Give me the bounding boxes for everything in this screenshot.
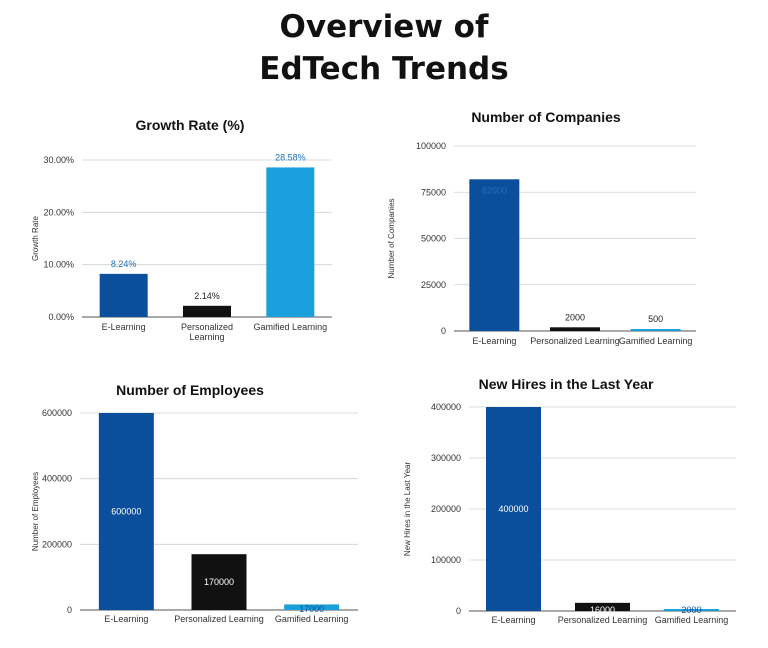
bar (284, 604, 340, 610)
bar (183, 305, 231, 317)
y-axis-label: Number of Employees (31, 472, 40, 551)
y-tick-label: 30.00% (43, 155, 74, 165)
data-label: 8.24% (111, 259, 137, 269)
bar (550, 327, 600, 331)
category-label: Personalized Learning (530, 336, 620, 346)
y-tick-label: 0 (441, 326, 446, 336)
y-tick-label: 100000 (431, 555, 461, 565)
y-axis-label: New Hires in the Last Year (403, 462, 412, 557)
data-label: 28.58% (275, 152, 306, 162)
category-label: Gamified Learning (619, 336, 693, 346)
bar (99, 273, 148, 317)
category-label: Gamified Learning (275, 614, 349, 624)
chart-title: Number of Employees (116, 382, 264, 398)
y-tick-label: 300000 (431, 453, 461, 463)
data-label: 400000 (498, 504, 528, 514)
y-tick-label: 600000 (42, 408, 72, 418)
data-label: 500 (648, 314, 663, 324)
data-label: 17000 (299, 604, 324, 614)
chart-title: Number of Companies (471, 109, 621, 125)
y-tick-label: 0 (456, 606, 461, 616)
y-tick-label: 200000 (431, 504, 461, 514)
companies-chart: Number of Companies 0 25000 50000 75000 10000… (387, 109, 696, 346)
data-label: 2000 (681, 605, 701, 615)
bar (486, 407, 541, 611)
y-axis-label: Growth Rate (31, 215, 40, 260)
category-label: E-Learning (102, 322, 146, 332)
category-label: E-Learning (491, 615, 535, 625)
y-tick-label: 200000 (42, 539, 72, 549)
chart-title: New Hires in the Last Year (479, 376, 654, 392)
employees-chart: Number of Employees 0 200000 400000 600000 Nu… (31, 382, 358, 624)
y-tick-label: 50000 (421, 234, 446, 244)
y-tick-label: 400000 (42, 474, 72, 484)
data-label: 170000 (204, 577, 234, 587)
data-label: 82000 (482, 185, 507, 195)
y-tick-label: 75000 (421, 187, 446, 197)
y-tick-label: 100000 (416, 141, 446, 151)
bar (575, 602, 630, 611)
data-label: 2.14% (194, 291, 220, 301)
new-hires-chart: New Hires in the Last Year 0 100000 200000 3… (403, 376, 736, 625)
y-tick-label: 25000 (421, 280, 446, 290)
data-label: 600000 (111, 507, 141, 517)
page-title-line-1: Overview of (279, 9, 489, 45)
data-label: 16000 (590, 605, 615, 615)
y-tick-label: 10.00% (43, 260, 74, 270)
data-label: 2000 (565, 312, 585, 322)
growth-rate-chart: Growth Rate (%) 0.00% 10.00% 20.00% 30.00% Gr… (31, 117, 332, 342)
category-label: Personalized (181, 322, 233, 332)
bar (191, 554, 247, 610)
category-label: Gamified Learning (254, 322, 328, 332)
bar (98, 413, 154, 610)
category-label: Personalized Learning (174, 614, 264, 624)
category-label: Learning (189, 332, 224, 342)
category-label: E-Learning (104, 614, 148, 624)
chart-title: Growth Rate (%) (136, 117, 245, 133)
page-title: Overview of EdTech Trends (0, 6, 768, 90)
category-label: Personalized Learning (558, 615, 648, 625)
y-tick-label: 400000 (431, 402, 461, 412)
bar (469, 179, 520, 331)
category-label: E-Learning (472, 336, 516, 346)
y-tick-label: 20.00% (43, 207, 74, 217)
bar (664, 609, 719, 611)
page-title-line-2: EdTech Trends (259, 51, 509, 87)
y-tick-label: 0.00% (48, 312, 74, 322)
y-tick-label: 0 (67, 605, 72, 615)
category-label: Gamified Learning (655, 615, 729, 625)
bar (630, 329, 681, 331)
y-axis-label: Number of Companies (387, 198, 396, 278)
bar (266, 167, 315, 317)
